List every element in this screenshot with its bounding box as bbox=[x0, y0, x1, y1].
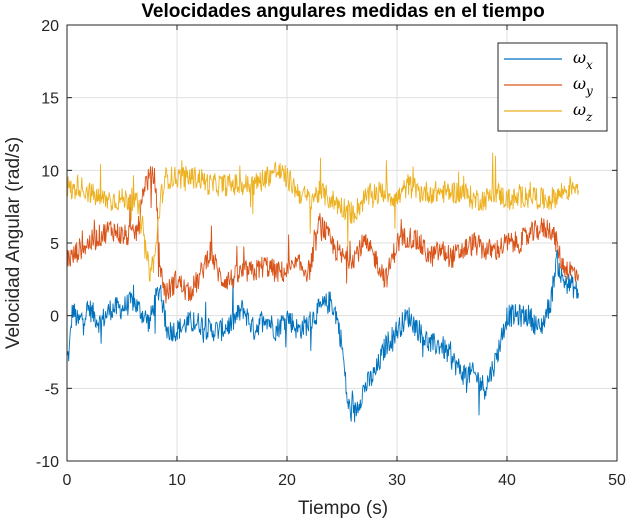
grid bbox=[66, 24, 618, 462]
x-axis-label: Tiempo (s) bbox=[298, 498, 388, 519]
axes bbox=[66, 24, 618, 462]
x-tick-label: 50 bbox=[608, 472, 626, 489]
x-tick-label: 10 bbox=[168, 472, 186, 489]
legend-subscript-y: y bbox=[585, 84, 593, 98]
series-line-x bbox=[66, 248, 579, 423]
series-line-z bbox=[66, 152, 579, 282]
legend-subscript-z: z bbox=[585, 110, 593, 124]
legend-subscript-x: x bbox=[586, 58, 593, 72]
y-tick-label: -5 bbox=[45, 381, 59, 398]
y-tick-label: 0 bbox=[50, 309, 59, 326]
y-tick-label: 15 bbox=[41, 91, 59, 108]
y-tick-label: 5 bbox=[50, 236, 59, 253]
y-tick-label: -10 bbox=[36, 454, 59, 471]
series-line-y bbox=[66, 166, 579, 304]
y-axis-label: Velocidad Angular (rad/s) bbox=[3, 137, 24, 349]
y-tick-label: 20 bbox=[41, 18, 59, 35]
x-tick-label: 0 bbox=[63, 472, 72, 489]
x-tick-label: 30 bbox=[388, 472, 406, 489]
x-tick-label: 40 bbox=[498, 472, 516, 489]
series-lines bbox=[66, 152, 579, 423]
x-tick-label: 20 bbox=[278, 472, 296, 489]
legend-box bbox=[497, 42, 608, 132]
y-tick-label: 10 bbox=[41, 163, 59, 180]
tick-labels: 0 10 20 30 40 50 -10 -5 0 5 10 15 20 bbox=[36, 18, 626, 489]
chart-title: Velocidades angulares medidas en el tiem… bbox=[141, 1, 544, 22]
